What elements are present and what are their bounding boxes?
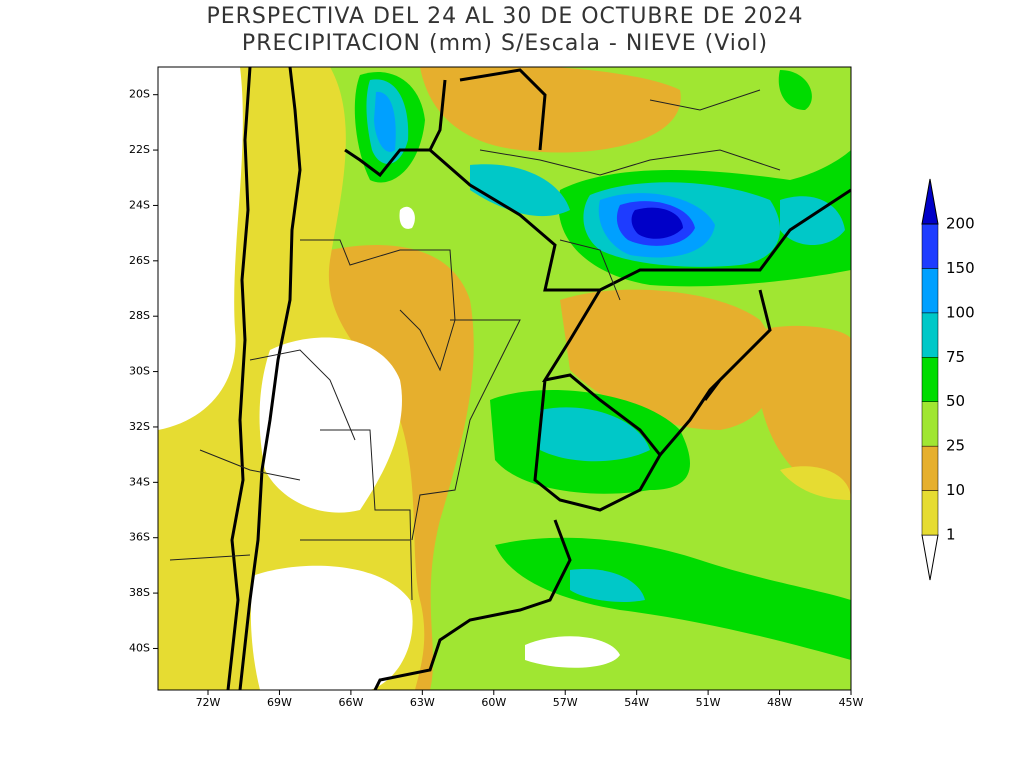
precip-area [560,289,777,430]
colorbar-label: 10 [946,481,965,499]
y-tick-label: 30S [129,365,150,378]
x-tick-label: 57W [553,696,578,709]
x-tick-label: 66W [338,696,363,709]
colorbar-label: 50 [946,392,965,410]
y-tick-label: 24S [129,198,150,211]
colorbar-segment [921,268,939,314]
y-tick-label: 40S [129,641,150,654]
precip-area [470,164,570,217]
colorbar-segment [921,357,939,402]
precip-area [374,91,396,152]
colorbar-label: 200 [946,215,975,233]
colorbar-segment [921,490,939,536]
y-tick-label: 34S [129,475,150,488]
colorbar-label: 25 [946,437,965,455]
x-tick-label: 69W [267,696,292,709]
colorbar-over [921,178,939,225]
y-tick-label: 38S [129,586,150,599]
colorbar-label: 1 [946,526,956,544]
map-frame [157,66,852,691]
map-subtitle: PRECIPITACION (mm) S/Escala - NIEVE (Vio… [242,31,768,56]
precip-area [631,207,683,239]
x-tick-label: 45W [839,696,864,709]
y-tick-label: 32S [129,420,150,433]
y-tick-label: 22S [129,143,150,156]
x-tick-label: 60W [481,696,506,709]
precip-area [778,70,812,110]
precip-area [420,67,681,153]
precip-area [259,337,402,513]
colorbar-label: 75 [946,348,965,366]
precip-area [540,407,650,462]
x-tick-label: 48W [767,696,792,709]
x-tick-label: 63W [410,696,435,709]
x-tick-label: 54W [624,696,649,709]
colorbar-segment [921,312,939,358]
borders [169,67,851,690]
precip-area [760,325,851,500]
colorbar-segment [921,445,939,491]
colorbar-label: 150 [946,259,975,277]
precip-area [250,565,413,690]
x-tick-label: 51W [696,696,721,709]
precip-area [780,196,845,245]
precip-area [158,67,243,430]
map-title: PERSPECTIVA DEL 24 AL 30 DE OCTUBRE DE 2… [206,4,803,29]
colorbar-label: 100 [946,303,975,321]
y-tick-label: 28S [129,309,150,322]
colorbar-under [921,534,939,581]
x-tick-label: 72W [196,696,221,709]
axes: 20S 22S 24S 26S 28S 30S 32S 34S 36S 38S 40S 72W 69W 6… [129,88,864,709]
colorbar: 1 10 25 50 75 100 150 200 [921,178,975,581]
y-tick-label: 36S [129,531,150,544]
precip-area [570,569,645,602]
precip-area [399,206,415,229]
precip-area [495,537,851,660]
colorbar-segment [921,401,939,447]
precip-area [525,636,620,668]
precip-field [158,67,851,690]
precip-area [780,466,851,500]
colorbar-segment [921,223,939,269]
y-tick-label: 26S [129,254,150,267]
y-tick-label: 20S [129,88,150,101]
